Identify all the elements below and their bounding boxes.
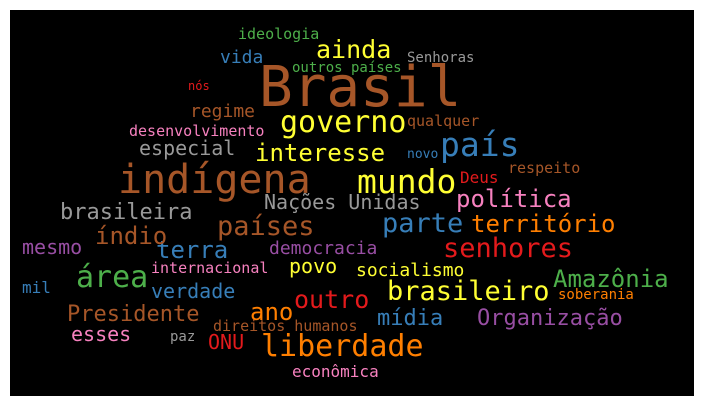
word-territorio: território [471, 210, 616, 238]
word-verdade: verdade [151, 279, 236, 303]
word-presidente: Presidente [67, 302, 200, 327]
word-internacional: internacional [151, 259, 269, 277]
word-novo: novo [407, 147, 439, 162]
word-pais: país [440, 125, 520, 164]
word-direitos-humanos: direitos humanos [213, 317, 358, 335]
word-brasileiro: brasileiro [387, 276, 550, 307]
word-indio: índio [95, 222, 168, 250]
word-terra: terra [156, 236, 229, 264]
word-brasileira: brasileira [60, 200, 193, 225]
word-senhores: senhores [443, 233, 574, 264]
word-liberdade: liberdade [261, 329, 424, 364]
word-amazonia: Amazônia [553, 265, 669, 293]
word-outros-paises: outros países [292, 60, 402, 76]
word-nacoes-unidas: Nações Unidas [264, 190, 421, 214]
word-paises: países [217, 211, 315, 242]
word-economica: econômica [292, 362, 379, 381]
word-respeito: respeito [508, 159, 581, 177]
word-indigena: indígena [118, 157, 311, 203]
word-onu: ONU [208, 330, 245, 354]
word-area: área [76, 260, 149, 295]
word-povo: povo [289, 254, 338, 278]
word-parte: parte [382, 208, 464, 239]
word-socialismo: socialismo [356, 260, 465, 281]
word-organizacao: Organização [477, 306, 623, 331]
word-outro: outro [294, 285, 370, 314]
word-senhoras: Senhoras [407, 50, 475, 66]
word-democracia: democracia [269, 238, 378, 259]
word-qualquer: qualquer [407, 112, 480, 130]
word-desenvolvimento: desenvolvimento [129, 122, 265, 140]
word-paz: paz [170, 329, 196, 345]
word-ideologia: ideologia [238, 25, 320, 43]
word-politica: política [456, 185, 572, 213]
word-brasil: Brasil [259, 55, 462, 120]
word-vida: vida [220, 47, 264, 68]
word-soberania: soberania [558, 287, 634, 303]
word-ano: ano [250, 298, 294, 326]
word-esses: esses [71, 322, 132, 346]
word-mesmo: mesmo [22, 235, 83, 259]
word-governo: governo [280, 105, 407, 140]
word-ainda: ainda [316, 35, 392, 64]
word-nos: nós [188, 79, 210, 93]
word-midia: mídia [377, 306, 444, 331]
word-deus: Deus [460, 168, 499, 187]
word-mil: mil [22, 278, 51, 297]
word-cloud: Brasil indígena país mundo governo liber… [10, 10, 694, 396]
word-mundo: mundo [357, 162, 457, 201]
word-interesse: interesse [255, 139, 386, 167]
word-especial: especial [139, 136, 236, 160]
word-regime: regime [190, 101, 256, 122]
